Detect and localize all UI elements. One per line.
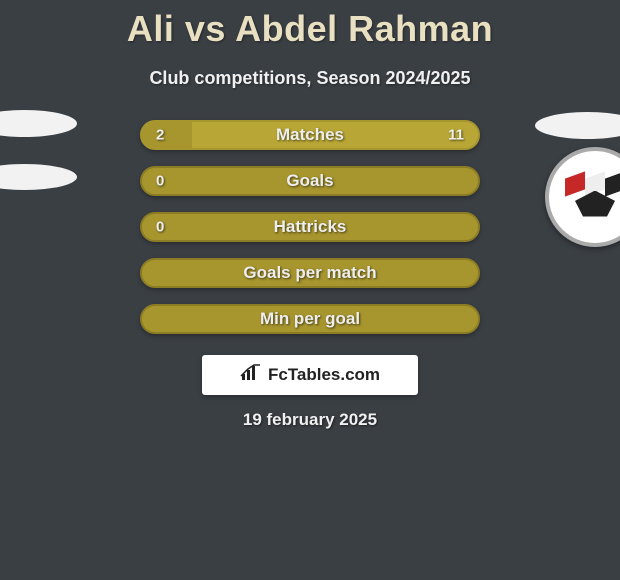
- left-player-badges: [0, 110, 77, 190]
- page-subtitle: Club competitions, Season 2024/2025: [0, 68, 620, 89]
- stat-bar-label: Hattricks: [142, 217, 478, 237]
- attribution-text: FcTables.com: [268, 365, 380, 385]
- attribution-badge: FcTables.com: [202, 355, 418, 395]
- stat-bar: Matches2 11: [140, 120, 480, 150]
- page-title: Ali vs Abdel Rahman: [0, 0, 620, 50]
- placeholder-ellipse: [0, 110, 77, 137]
- right-player-badges: [545, 112, 620, 247]
- placeholder-ellipse: [535, 112, 620, 139]
- flag-stripe-black: [605, 171, 620, 196]
- stat-bar-left-value: 0: [156, 219, 164, 236]
- stat-bar: Min per goal: [140, 304, 480, 334]
- stat-bar-label: Goals: [142, 171, 478, 191]
- stat-bar-right-value: 11: [448, 127, 464, 144]
- stat-bar-left-value: 0: [156, 173, 164, 190]
- placeholder-ellipse: [0, 164, 77, 190]
- chart-icon: [240, 364, 262, 387]
- stat-bar: Goals0: [140, 166, 480, 196]
- stat-bar-left-value: 2: [156, 127, 164, 144]
- stat-bar-label: Min per goal: [142, 309, 478, 329]
- stat-bar: Goals per match: [140, 258, 480, 288]
- stat-bar-label: Matches: [142, 125, 478, 145]
- club-emblem: [545, 147, 620, 247]
- flag-stripe-red: [565, 171, 585, 196]
- footer-date: 19 february 2025: [0, 410, 620, 430]
- stat-bar: Hattricks0: [140, 212, 480, 242]
- stats-container: Matches211Goals0Hattricks0Goals per matc…: [140, 120, 480, 350]
- stat-bar-label: Goals per match: [142, 263, 478, 283]
